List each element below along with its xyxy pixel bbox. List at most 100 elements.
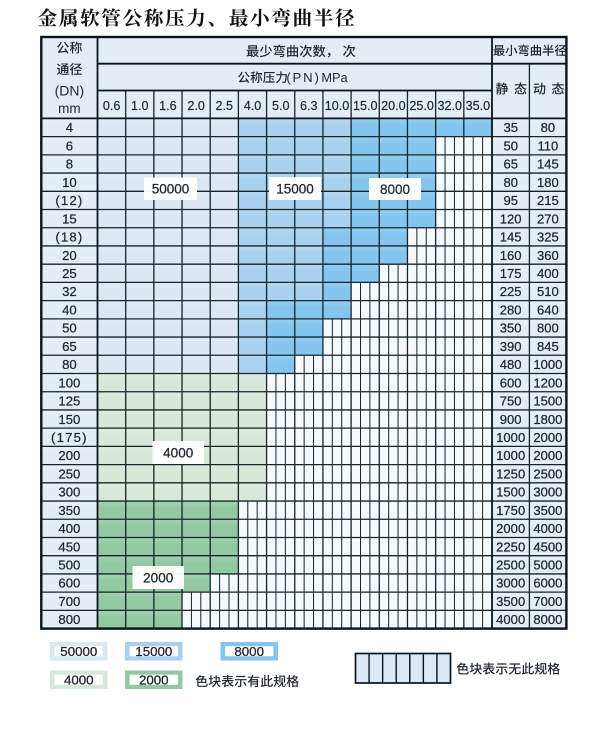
svg-text:5000: 5000 <box>533 558 562 573</box>
svg-text:800: 800 <box>58 612 80 627</box>
svg-text:5.0: 5.0 <box>272 99 290 113</box>
svg-text:MPa: MPa <box>321 70 348 85</box>
svg-text:35: 35 <box>503 120 518 135</box>
svg-text:145: 145 <box>537 157 559 172</box>
svg-text:600: 600 <box>58 576 80 591</box>
svg-text:2500: 2500 <box>496 558 525 573</box>
svg-text:3000: 3000 <box>496 576 525 591</box>
svg-text:10.0: 10.0 <box>325 99 350 113</box>
svg-text:1000: 1000 <box>533 357 562 372</box>
svg-text:2000: 2000 <box>139 673 169 688</box>
svg-text:25: 25 <box>62 266 77 281</box>
svg-text:1250: 1250 <box>496 466 525 481</box>
svg-text:6: 6 <box>66 138 73 153</box>
svg-text:35.0: 35.0 <box>466 99 491 113</box>
svg-text:510: 510 <box>537 284 559 299</box>
svg-text:50: 50 <box>503 138 518 153</box>
svg-text:10: 10 <box>62 175 77 190</box>
svg-text:400: 400 <box>58 521 80 536</box>
svg-text:1000: 1000 <box>496 430 525 445</box>
svg-text:350: 350 <box>58 503 80 518</box>
svg-text:3500: 3500 <box>533 503 562 518</box>
svg-text:250: 250 <box>58 466 80 481</box>
svg-text:(DN): (DN) <box>55 83 85 99</box>
svg-text:(PN): (PN) <box>286 70 320 85</box>
svg-text:32: 32 <box>62 284 77 299</box>
svg-text:(12): (12) <box>55 193 83 208</box>
svg-text:700: 700 <box>58 594 80 609</box>
svg-text:200: 200 <box>58 448 80 463</box>
svg-text:120: 120 <box>500 211 522 226</box>
svg-text:750: 750 <box>500 394 522 409</box>
svg-text:800: 800 <box>537 321 559 336</box>
svg-text:1800: 1800 <box>533 412 562 427</box>
svg-text:8000: 8000 <box>533 612 562 627</box>
svg-text:25.0: 25.0 <box>409 99 434 113</box>
svg-text:20.0: 20.0 <box>381 99 406 113</box>
svg-text:2000: 2000 <box>496 521 525 536</box>
svg-text:175: 175 <box>500 266 522 281</box>
svg-text:95: 95 <box>503 193 518 208</box>
svg-text:65: 65 <box>503 157 518 172</box>
svg-text:1.0: 1.0 <box>131 99 149 113</box>
svg-text:2500: 2500 <box>533 466 562 481</box>
svg-text:8000: 8000 <box>234 644 264 659</box>
svg-text:40: 40 <box>62 302 77 317</box>
svg-text:350: 350 <box>500 321 522 336</box>
svg-text:215: 215 <box>537 193 559 208</box>
svg-text:15.0: 15.0 <box>353 99 378 113</box>
svg-text:145: 145 <box>500 230 522 245</box>
svg-text:1750: 1750 <box>496 503 525 518</box>
svg-text:0.6: 0.6 <box>103 99 121 113</box>
svg-text:50000: 50000 <box>152 182 190 197</box>
svg-text:225: 225 <box>500 284 522 299</box>
svg-text:20: 20 <box>62 248 77 263</box>
svg-text:15000: 15000 <box>135 644 172 659</box>
svg-text:125: 125 <box>58 394 80 409</box>
svg-text:80: 80 <box>541 120 556 135</box>
svg-text:6000: 6000 <box>533 576 562 591</box>
svg-text:325: 325 <box>537 230 559 245</box>
svg-text:300: 300 <box>58 485 80 500</box>
svg-text:160: 160 <box>500 248 522 263</box>
svg-text:1.6: 1.6 <box>159 99 177 113</box>
svg-text:4500: 4500 <box>533 539 562 554</box>
svg-text:1200: 1200 <box>533 375 562 390</box>
svg-text:2.0: 2.0 <box>187 99 205 113</box>
svg-text:600: 600 <box>500 375 522 390</box>
svg-text:80: 80 <box>503 175 518 190</box>
svg-text:2000: 2000 <box>533 430 562 445</box>
svg-text:1500: 1500 <box>533 394 562 409</box>
svg-text:6.3: 6.3 <box>300 99 318 113</box>
svg-text:2000: 2000 <box>143 570 173 585</box>
svg-text:15: 15 <box>62 211 77 226</box>
svg-text:4000: 4000 <box>64 673 94 688</box>
svg-text:7000: 7000 <box>533 594 562 609</box>
svg-text:2250: 2250 <box>496 539 525 554</box>
svg-text:100: 100 <box>58 375 80 390</box>
svg-text:4000: 4000 <box>533 521 562 536</box>
svg-text:8000: 8000 <box>380 182 410 197</box>
svg-text:4.0: 4.0 <box>244 99 262 113</box>
svg-text:845: 845 <box>537 339 559 354</box>
svg-text:1500: 1500 <box>496 485 525 500</box>
svg-text:900: 900 <box>500 412 522 427</box>
svg-text:(175): (175) <box>51 430 88 445</box>
svg-text:180: 180 <box>537 175 559 190</box>
svg-text:360: 360 <box>537 248 559 263</box>
svg-text:400: 400 <box>537 266 559 281</box>
svg-text:3000: 3000 <box>533 485 562 500</box>
svg-text:50000: 50000 <box>60 644 97 659</box>
svg-text:270: 270 <box>537 211 559 226</box>
svg-text:480: 480 <box>500 357 522 372</box>
svg-text:1000: 1000 <box>496 448 525 463</box>
svg-text:500: 500 <box>58 558 80 573</box>
svg-text:80: 80 <box>62 357 77 372</box>
svg-text:mm: mm <box>58 101 81 116</box>
svg-text:280: 280 <box>500 302 522 317</box>
svg-text:110: 110 <box>537 138 558 153</box>
svg-text:8: 8 <box>66 157 73 172</box>
svg-text:65: 65 <box>62 339 77 354</box>
svg-text:4000: 4000 <box>163 445 193 460</box>
svg-text:4: 4 <box>66 120 73 135</box>
